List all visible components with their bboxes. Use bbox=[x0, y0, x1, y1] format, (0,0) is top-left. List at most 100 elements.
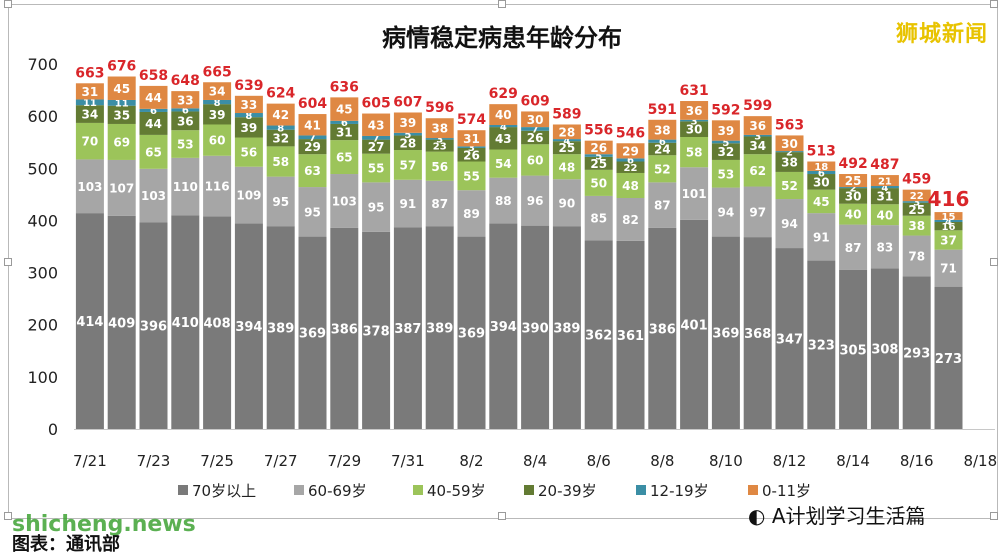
data-label-12-19: 2 bbox=[786, 147, 793, 158]
total-label: 492 bbox=[838, 156, 867, 172]
brand-logo-text: 狮城新闻 bbox=[895, 22, 988, 47]
data-label-12-19: 6 bbox=[818, 168, 825, 179]
data-label-20-39: 30 bbox=[845, 189, 862, 203]
bar-segment-20-39 bbox=[775, 152, 804, 172]
legend-label: 0-11岁 bbox=[762, 482, 811, 500]
bar-segment-40-59 bbox=[807, 189, 836, 214]
legend-swatch-12-19 bbox=[636, 485, 646, 495]
data-label-20-39: 44 bbox=[145, 117, 162, 131]
total-label: 591 bbox=[648, 102, 677, 118]
data-label-40-59: 45 bbox=[813, 195, 830, 209]
data-label-0-11: 34 bbox=[209, 85, 226, 99]
bar-segment-40-59 bbox=[870, 204, 899, 226]
data-label-70+: 401 bbox=[681, 318, 708, 333]
data-label-0-11: 45 bbox=[336, 103, 353, 117]
resize-handle-bottom[interactable] bbox=[498, 512, 506, 520]
bar-segment-70+ bbox=[616, 240, 645, 429]
bar-segment-12-19 bbox=[266, 125, 295, 130]
bar-segment-40-59 bbox=[425, 151, 454, 181]
bar-segment-0-11 bbox=[75, 83, 104, 100]
data-label-0-11: 22 bbox=[910, 191, 924, 202]
x-tick-label: 7/29 bbox=[327, 452, 361, 470]
x-tick-label: 8/2 bbox=[459, 452, 483, 470]
resize-handle-top-right[interactable] bbox=[990, 0, 998, 8]
data-label-40-59: 40 bbox=[877, 208, 894, 222]
data-label-0-11: 41 bbox=[304, 118, 321, 132]
bar-segment-20-39 bbox=[902, 202, 931, 216]
bar-segment-40-59 bbox=[711, 159, 740, 188]
data-label-12-19: 7 bbox=[532, 125, 539, 136]
bar-segment-0-11 bbox=[552, 124, 581, 140]
data-label-20-39: 24 bbox=[654, 143, 671, 157]
data-label-70+: 323 bbox=[808, 339, 835, 354]
data-label-12-19: 3 bbox=[913, 198, 920, 209]
resize-handle-bottom-right[interactable] bbox=[990, 512, 998, 520]
total-label: 607 bbox=[393, 94, 422, 110]
data-label-12-19: 4 bbox=[945, 217, 952, 228]
y-tick-label: 500 bbox=[27, 159, 58, 178]
bar-segment-40-59 bbox=[75, 122, 104, 160]
bar-segment-0-11 bbox=[807, 161, 836, 171]
bar-segment-70+ bbox=[584, 240, 613, 429]
bar-segment-40-59 bbox=[839, 203, 868, 225]
data-label-70+: 389 bbox=[426, 322, 453, 337]
bar-segment-60-69 bbox=[107, 159, 136, 216]
data-label-70+: 369 bbox=[712, 327, 739, 342]
x-tick-label: 8/10 bbox=[709, 452, 743, 470]
bar-segment-0-11 bbox=[775, 135, 804, 152]
data-label-20-39: 25 bbox=[590, 157, 607, 171]
data-label-40-59: 52 bbox=[781, 179, 798, 193]
total-label: 589 bbox=[552, 106, 581, 122]
bar-segment-0-11 bbox=[234, 95, 263, 114]
resize-handle-top-left[interactable] bbox=[4, 0, 12, 8]
data-label-12-19: 6 bbox=[627, 156, 634, 167]
bar-segment-12-19 bbox=[521, 127, 550, 131]
data-label-0-11: 33 bbox=[177, 93, 194, 107]
bar-segment-60-69 bbox=[552, 179, 581, 227]
bar-segment-20-39 bbox=[234, 117, 263, 138]
data-label-12-19: 7 bbox=[373, 134, 380, 145]
bar-segment-70+ bbox=[839, 269, 868, 429]
data-label-40-59: 50 bbox=[590, 176, 607, 190]
legend-label: 12-19岁 bbox=[650, 482, 709, 500]
bar-segment-70+ bbox=[139, 222, 168, 429]
bar-segment-60-69 bbox=[743, 186, 772, 238]
bar-segment-12-19 bbox=[839, 187, 868, 189]
bar-segment-40-59 bbox=[362, 153, 391, 183]
bar-segment-0-11 bbox=[839, 174, 868, 188]
bar-segment-20-39 bbox=[203, 104, 232, 125]
bar-segment-20-39 bbox=[171, 111, 200, 131]
data-label-70+: 308 bbox=[871, 343, 898, 358]
data-label-20-39: 32 bbox=[718, 145, 735, 159]
data-label-70+: 347 bbox=[776, 332, 803, 347]
resize-handle-right[interactable] bbox=[990, 258, 998, 266]
data-label-60-69: 103 bbox=[77, 180, 102, 194]
data-label-60-69: 71 bbox=[940, 262, 957, 276]
data-label-40-59: 37 bbox=[940, 234, 957, 248]
bar-segment-12-19 bbox=[807, 170, 836, 175]
data-label-70+: 409 bbox=[108, 316, 135, 331]
total-label: 676 bbox=[107, 59, 136, 75]
bar-segment-60-69 bbox=[521, 175, 550, 226]
bar-segment-70+ bbox=[934, 286, 963, 429]
data-label-12-19: 7 bbox=[309, 133, 316, 144]
bar-segment-20-39 bbox=[743, 136, 772, 155]
bar-segment-40-59 bbox=[457, 161, 486, 191]
bar-segment-0-11 bbox=[393, 112, 422, 133]
resize-handle-top[interactable] bbox=[498, 0, 506, 8]
bar-segment-0-11 bbox=[171, 91, 200, 109]
data-label-0-11: 40 bbox=[495, 108, 512, 122]
figure-caption: 图表：通讯部 bbox=[12, 534, 120, 555]
bar-segment-40-59 bbox=[298, 154, 327, 188]
wechat-icon: ◐ bbox=[748, 504, 766, 528]
resize-handle-left[interactable] bbox=[4, 258, 12, 266]
wechat-account-label: ◐ A计划学习生活篇 bbox=[748, 500, 926, 529]
resize-handle-bottom-left[interactable] bbox=[4, 512, 12, 520]
bar-segment-40-59 bbox=[934, 230, 963, 250]
data-label-70+: 362 bbox=[585, 329, 612, 344]
bar-segment-0-11 bbox=[648, 119, 677, 140]
bar-segment-20-39 bbox=[362, 139, 391, 154]
data-label-40-59: 57 bbox=[400, 158, 417, 172]
bar-segment-70+ bbox=[870, 268, 899, 429]
bar-segment-60-69 bbox=[457, 190, 486, 237]
